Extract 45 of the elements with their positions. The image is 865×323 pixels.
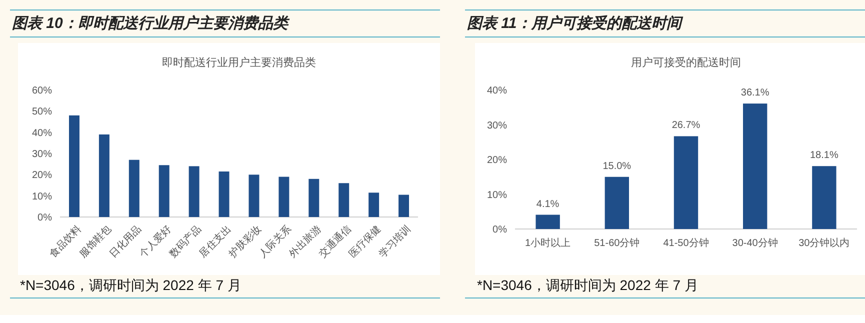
- bar: [128, 160, 140, 217]
- text: *N=3046，调研时间为 2022 年 7 月: [477, 277, 698, 293]
- bar: [536, 214, 560, 229]
- x-tick-label: 41-50分钟: [663, 237, 709, 249]
- y-tick-label: 50%: [32, 106, 52, 118]
- bar: [98, 134, 110, 217]
- x-tick-label: 1小时以上: [525, 237, 571, 249]
- y-tick-label: 40%: [32, 128, 52, 139]
- y-tick-label: 30%: [486, 120, 508, 132]
- text: *N=3046，调研时间为 2022 年 7 月: [20, 277, 242, 293]
- chart-title: 图表 11：用户可接受的配送时间: [467, 14, 684, 32]
- x-tick-label: 30-40分钟: [732, 237, 778, 249]
- bar: [278, 176, 290, 217]
- bar: [604, 176, 629, 229]
- data-label: 15.0%: [602, 160, 632, 172]
- bar: [188, 166, 200, 217]
- y-tick-label: 0%: [492, 224, 508, 236]
- chart-subtitle: 即时配送行业用户主要消费品类: [162, 56, 316, 69]
- y-tick-label: 40%: [486, 86, 508, 96]
- bar: [218, 171, 230, 217]
- y-tick-label: 20%: [32, 170, 52, 182]
- data-label: 18.1%: [810, 150, 838, 162]
- chart-title: 图表 10：即时配送行业用户主要消费品类: [12, 14, 290, 32]
- bar: [68, 115, 80, 217]
- bar: [368, 192, 380, 217]
- bar: [308, 178, 320, 217]
- bar: [158, 165, 170, 217]
- data-label: 26.7%: [672, 120, 700, 132]
- y-tick-label: 0%: [38, 212, 52, 224]
- x-tick-label: 30分钟以内: [798, 237, 850, 249]
- bar: [398, 194, 410, 217]
- bar: [674, 136, 698, 229]
- data-label: 4.1%: [536, 198, 560, 210]
- chart-subtitle: 用户可接受的配送时间: [631, 56, 741, 69]
- bar: [248, 174, 260, 217]
- bar: [743, 104, 768, 229]
- data-label: 36.1%: [740, 88, 770, 99]
- x-tick-label: 51-60分钟: [594, 237, 640, 249]
- y-tick-label: 60%: [32, 86, 52, 96]
- bar: [338, 183, 350, 217]
- y-tick-label: 30%: [32, 149, 52, 160]
- bar: [812, 166, 836, 229]
- y-tick-label: 10%: [32, 191, 52, 202]
- y-tick-label: 20%: [486, 155, 508, 166]
- y-tick-label: 10%: [486, 190, 508, 201]
